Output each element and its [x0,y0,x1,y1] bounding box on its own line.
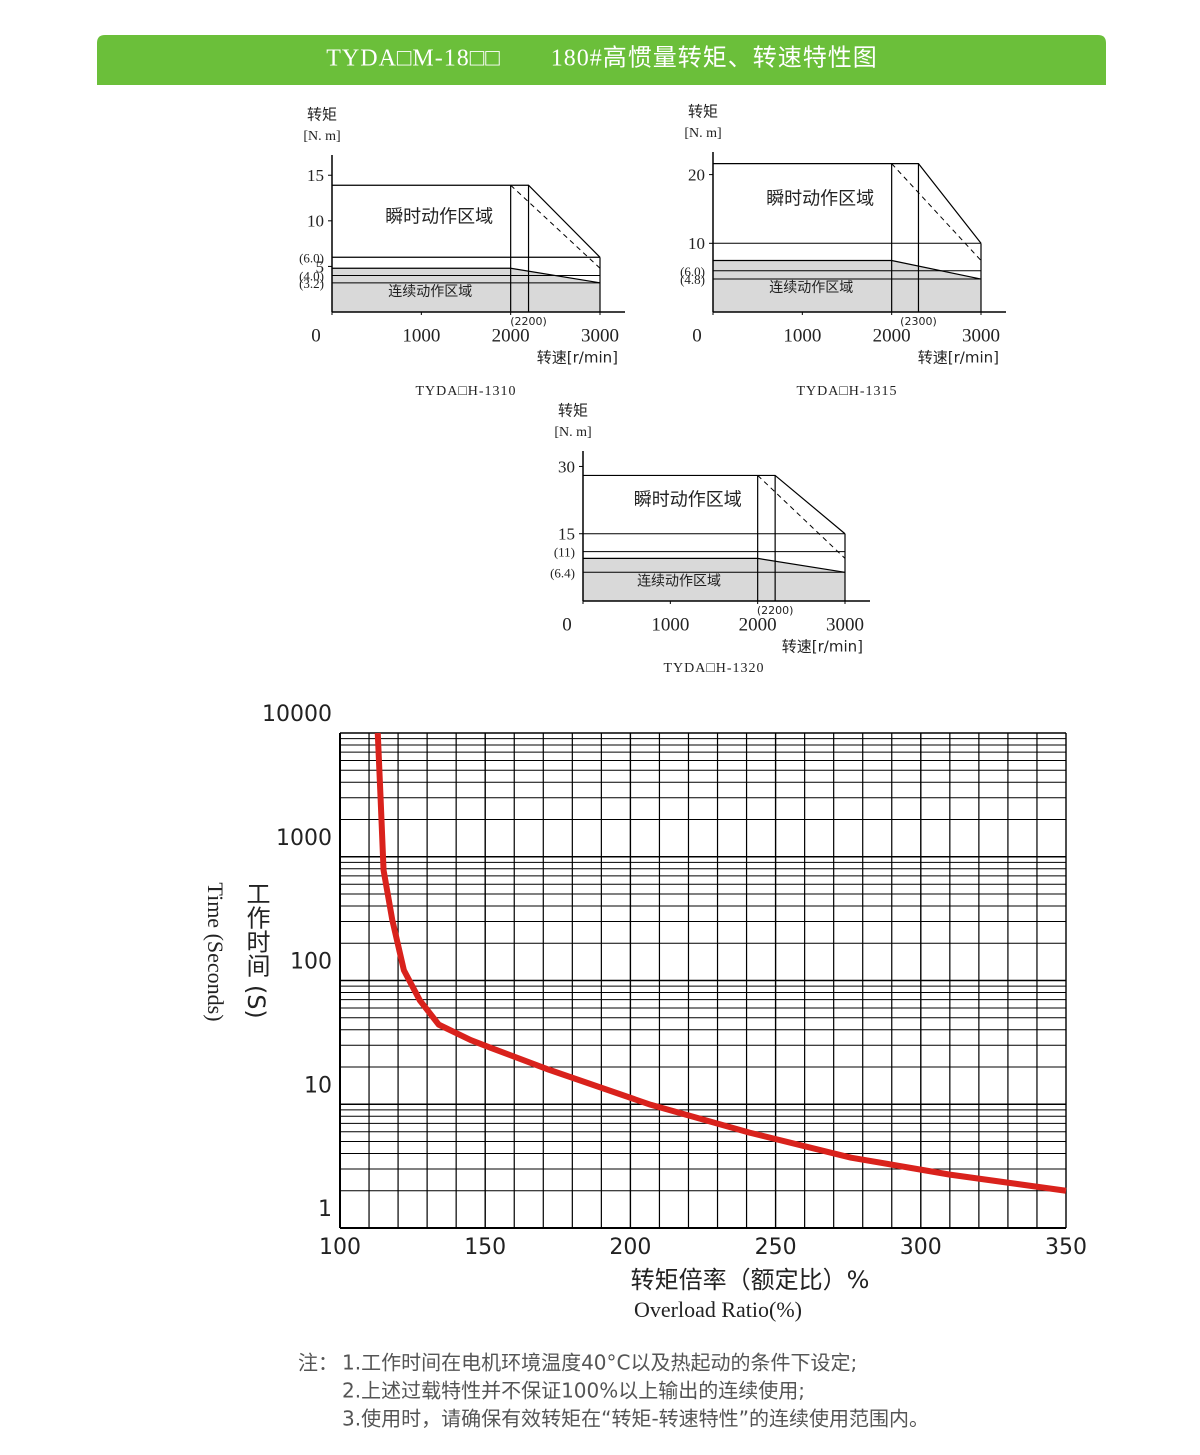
x-label: 转速[r/min] [782,638,863,656]
y-tick-label: (4.0) [299,269,324,284]
x-tick-label: 3000 [581,325,619,346]
y-label-en: Time (Seconds) [203,882,228,1021]
continuous-area [583,558,845,601]
note: 3.使用时，请确保有效转矩在“转矩-转速特性”的连续使用范围内。 [342,1407,929,1431]
x-label-en: Overload Ratio(%) [634,1297,802,1322]
x-tick-label: 2000 [492,325,530,346]
y-tick-label: (11) [554,545,575,560]
y-unit: [N. m] [303,129,340,144]
region-label: 连续动作区域 [388,283,472,300]
chart-caption: TYDA□H-1315 [796,384,897,399]
x-label: 转速[r/min] [918,349,999,367]
notes-label: 注： [298,1351,338,1375]
dashed-limit [891,163,982,261]
x-tick-label: 1000 [651,614,689,635]
x-label: 转速[r/min] [537,349,618,367]
region-label: 瞬时动作区域 [385,206,493,227]
y-unit: [N. m] [554,425,591,440]
x-tick-label: 2000 [873,325,911,346]
x-tick-label: 150 [464,1235,506,1260]
y-tick-label: (6.4) [550,565,575,580]
annotation: (2300) [900,315,937,328]
header-title: TYDA□M-18□□ 180#高惯量转矩、转速特性图 [326,45,877,72]
region-label: 瞬时动作区域 [634,490,742,511]
x-tick-label: 200 [609,1235,651,1260]
y-tick-label: 5 [316,257,325,276]
continuous-area [332,268,600,312]
region-label: 连续动作区域 [637,573,721,590]
data-line [374,732,1067,1194]
annotation: (2200) [510,315,547,328]
y-tick-label: 15 [558,525,575,544]
y-tick-label: 30 [558,457,575,476]
x-tick-label: 300 [900,1235,942,1260]
y-tick-label: (6.0) [299,250,324,265]
y-tick-label: (3.2) [299,276,324,291]
x-tick-label: 250 [755,1235,797,1260]
y-label: 转矩 [307,106,337,124]
y-tick-label: 10 [304,1073,332,1098]
x-tick-label: 1000 [783,325,821,346]
dashed-limit [510,184,601,269]
y-label: 转矩 [558,402,588,420]
x-tick-label: 3000 [826,614,864,635]
chart-caption: TYDA□H-1320 [663,661,764,676]
y-unit: [N. m] [684,126,721,141]
x-tick-label: 0 [692,325,702,346]
y-label: 工作时间 (S) [242,881,270,1019]
x-tick-label: 100 [319,1235,361,1260]
header-bar [97,35,1106,85]
y-tick-label: 10000 [262,702,332,727]
y-tick-label: 15 [307,166,324,185]
chart-caption: TYDA□H-1310 [415,384,516,399]
continuous-area [713,260,981,312]
region-label: 瞬时动作区域 [766,188,874,209]
annotation: (2200) [757,604,794,617]
y-tick-label: 10 [688,234,705,253]
y-tick-label: 1000 [276,826,332,851]
note: 2.上述过载特性并不保证100%以上输出的连续使用; [342,1379,805,1403]
y-tick-label: 10 [307,212,324,231]
y-tick-label: (6.0) [680,264,705,279]
x-tick-label: 0 [311,325,321,346]
x-tick-label: 0 [562,614,572,635]
dashed-limit [757,475,846,559]
y-tick-label: 1 [318,1197,332,1222]
x-tick-label: 1000 [402,325,440,346]
x-label: 转矩倍率（额定比）% [631,1266,870,1294]
y-tick-label: 100 [290,950,332,975]
y-label: 转矩 [688,103,718,121]
note: 1.工作时间在电机环境温度40°C以及热起动的条件下设定; [342,1351,857,1375]
y-tick-label: 20 [688,166,705,185]
x-tick-label: 350 [1045,1235,1087,1260]
x-tick-label: 3000 [962,325,1000,346]
x-tick-label: 2000 [739,614,777,635]
region-label: 连续动作区域 [769,279,853,296]
y-tick-label: (4.8) [680,272,705,287]
